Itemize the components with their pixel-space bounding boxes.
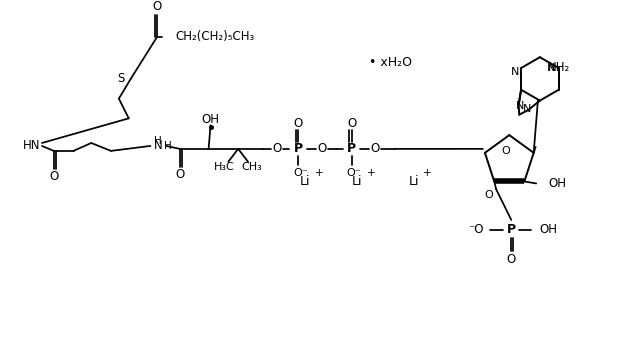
Text: Li: Li [300,175,310,188]
Text: NH₂: NH₂ [548,61,570,73]
Text: N: N [511,67,519,77]
Text: N: N [516,101,524,111]
Text: OH: OH [202,113,220,126]
Text: P: P [507,223,516,236]
Text: S: S [117,72,125,85]
Text: +: + [367,168,376,178]
Text: O⁻: O⁻ [293,168,308,178]
Text: H: H [154,136,162,146]
Text: O: O [371,142,380,155]
Text: O: O [507,253,516,266]
Text: H₃C: H₃C [214,162,235,172]
Text: O: O [153,0,162,13]
Text: ⁻O: ⁻O [468,223,484,236]
Text: +: + [315,168,323,178]
Text: N: N [522,104,531,114]
Text: CH₃: CH₃ [241,162,262,172]
Text: O: O [49,170,58,183]
Text: Li: Li [352,175,363,188]
Text: O: O [317,142,326,155]
Text: O: O [272,142,281,155]
Text: OH: OH [548,177,566,190]
Text: H: H [164,141,172,151]
Text: • xH₂O: • xH₂O [369,56,412,68]
Text: OH: OH [539,223,557,236]
Text: O: O [484,190,493,200]
Text: N: N [154,139,163,152]
Text: O: O [347,117,356,130]
Text: N: N [547,63,555,73]
Text: O: O [175,168,184,181]
Text: +: + [423,168,432,178]
Text: O⁻: O⁻ [346,168,361,178]
Text: HN: HN [23,139,41,152]
Text: O: O [294,117,303,130]
Text: Li: Li [408,175,419,188]
Text: P: P [294,142,303,155]
Text: O: O [501,146,509,156]
Text: CH₂(CH₂)₅CH₃: CH₂(CH₂)₅CH₃ [175,30,254,43]
Text: P: P [347,142,356,155]
